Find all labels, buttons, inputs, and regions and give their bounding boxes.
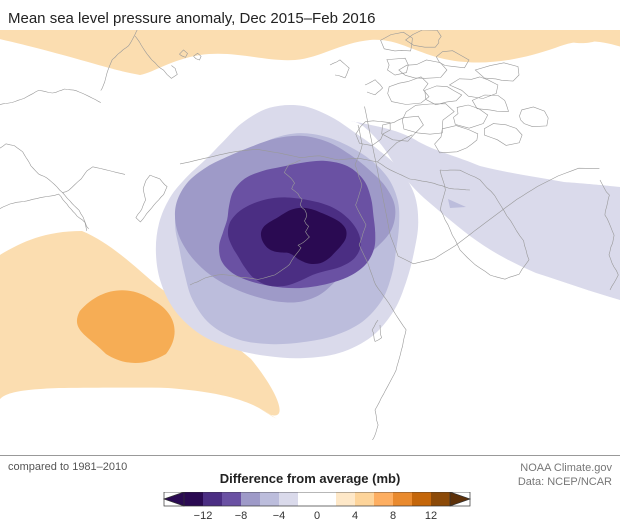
svg-text:−12: −12 bbox=[194, 510, 213, 519]
svg-text:−4: −4 bbox=[273, 510, 286, 519]
svg-text:−8: −8 bbox=[235, 510, 248, 519]
svg-text:8: 8 bbox=[390, 510, 396, 519]
svg-text:0: 0 bbox=[314, 510, 320, 519]
svg-text:12: 12 bbox=[425, 510, 437, 519]
svg-text:4: 4 bbox=[352, 510, 358, 519]
